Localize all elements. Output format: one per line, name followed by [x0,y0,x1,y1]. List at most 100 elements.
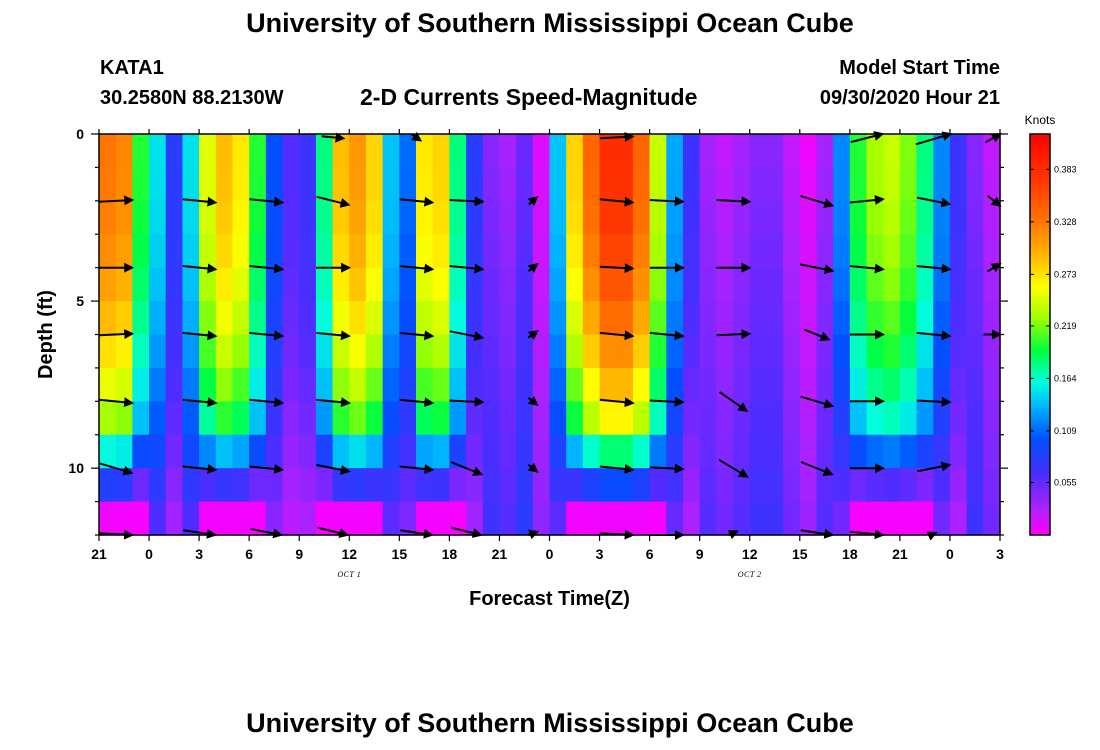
heatmap-cell [265,434,284,469]
heatmap-cell [933,367,951,402]
heatmap-cell [949,401,968,436]
heatmap-cell [382,267,400,302]
heatmap-cell [933,134,951,169]
heatmap-cell [299,334,317,369]
heatmap-cell [749,267,768,302]
heatmap-cell [449,334,467,369]
heatmap-cell [199,468,217,503]
heatmap-cell [966,301,984,336]
heatmap-cell [632,267,651,302]
heatmap-cell [349,200,367,235]
heatmap-cell [599,434,617,469]
heatmap-cell [499,267,517,302]
heatmap-cell [149,401,167,436]
heatmap-cell [682,334,701,369]
heatmap-cell [582,134,601,169]
heatmap-cell [265,134,284,169]
current-vector-arrow [527,462,539,473]
heatmap-cell [399,234,417,269]
current-vector-arrow [317,526,350,538]
heatmap-cell [949,434,968,469]
current-vector-arrow [182,397,218,408]
heatmap-cell [499,501,517,536]
heatmap-cell [916,334,934,369]
heatmap-cell [833,234,851,269]
colorbar-tick-label: 0.273 [1054,269,1077,279]
heatmap-cell [883,367,901,402]
heatmap-cell [783,501,801,536]
heatmap-cell [632,200,651,235]
heatmap-cell [649,200,667,235]
heatmap-cell [232,468,250,503]
heatmap-cell [582,200,601,235]
heatmap-cell [215,167,234,202]
heatmap-cell [983,134,1001,169]
heatmap-cell [182,200,200,235]
heatmap-cell [516,200,534,235]
heatmap-cell [682,301,701,336]
heatmap-cell [149,134,167,169]
heatmap-cell [749,501,768,536]
heatmap-cell [115,367,133,402]
heatmap-cell [165,401,184,436]
current-vector-arrow [99,195,135,206]
heatmap-cell [883,468,901,503]
heatmap-cell [299,134,317,169]
heatmap-cell [399,267,417,302]
heatmap-cell [549,434,567,469]
heatmap-cell [582,167,601,202]
heatmap-cell [232,334,250,369]
heatmap-cell [399,134,417,169]
heatmap-cell [632,401,651,436]
heatmap-cell [382,234,400,269]
heatmap-cell [315,434,334,469]
current-vector-arrow [527,262,539,274]
current-vector-arrow [400,528,434,539]
heatmap-cell [149,468,167,503]
heatmap-cell [282,334,300,369]
current-vector-arrow [182,196,218,207]
station-coordinates: 30.2580N 88.2130W [100,87,284,109]
heatmap-cell [883,167,901,202]
current-vector-arrow [249,196,285,207]
heatmap-cell [966,367,984,402]
heatmap-cell [849,134,868,169]
current-vector-arrow [249,464,285,474]
heatmap-cell [549,267,567,302]
heatmap-cell [883,501,901,536]
heatmap-cell [499,167,517,202]
heatmap-cell [299,200,317,235]
heatmap-cell [816,468,834,503]
heatmap-cell [716,468,734,503]
heatmap-cell [315,134,334,169]
heatmap-cell [933,200,951,235]
heatmap-cell [883,200,901,235]
heatmap-cell [332,401,350,436]
heatmap-cell [132,301,150,336]
heatmap-cell [666,334,684,369]
heatmap-cell [199,367,217,402]
heatmap-cell [532,134,551,169]
heatmap-cell [733,167,751,202]
heatmap-cell [115,200,133,235]
heatmap-cell [432,301,450,336]
heatmap-cell [899,267,918,302]
heatmap-cell [282,367,300,402]
heatmap-cell [516,501,534,536]
heatmap-cell [365,234,384,269]
heatmap-cell [699,167,717,202]
current-vector-arrow [399,330,435,341]
heatmap-cell [849,301,868,336]
heatmap-cell [315,468,334,503]
current-vector-arrow [316,330,351,341]
heatmap-cell [649,468,667,503]
heatmap-cell [382,468,400,503]
heatmap-cell [983,301,1001,336]
heatmap-cell [849,167,868,202]
heatmap-cell [399,367,417,402]
heatmap-cell [666,267,684,302]
heatmap-cell [249,401,267,436]
current-vector-arrow [849,263,885,274]
colorbar-title: Knots [1025,113,1056,127]
heatmap-cell [682,367,701,402]
